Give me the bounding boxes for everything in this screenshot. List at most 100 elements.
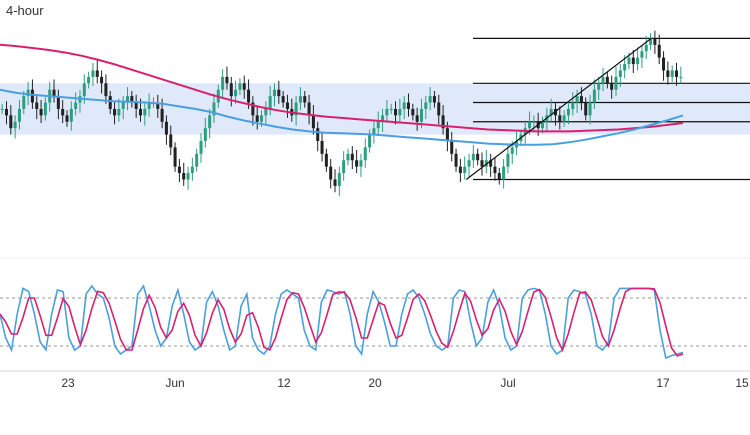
candle (458, 158, 462, 183)
candle-body (134, 102, 138, 109)
candle-body (324, 153, 328, 167)
candle (298, 87, 302, 111)
candle (649, 33, 653, 50)
candle (372, 120, 376, 144)
candle-body (82, 83, 86, 97)
candle-body (268, 96, 272, 109)
candle (670, 65, 674, 83)
candle-body (601, 76, 605, 84)
candle-body (277, 89, 281, 97)
candle-body (126, 96, 130, 103)
candle-body (208, 115, 212, 129)
candle (100, 70, 104, 94)
candle (662, 51, 666, 81)
x-tick-label: Jul (500, 376, 515, 390)
candle-body (212, 102, 216, 116)
candle (4, 101, 8, 125)
candle (432, 90, 436, 108)
candle-body (649, 38, 653, 45)
candle-body (510, 147, 514, 154)
candle (190, 157, 194, 181)
candle-body (294, 102, 298, 116)
candle (342, 151, 346, 181)
candle (502, 158, 506, 189)
candle (69, 101, 73, 131)
candle-body (108, 96, 112, 109)
candle-body (653, 38, 657, 45)
candle (363, 138, 367, 168)
candle (268, 85, 272, 116)
candle (242, 75, 246, 99)
candle-body (100, 76, 104, 84)
candle (225, 66, 229, 90)
candle-body (359, 160, 363, 167)
candle-body (195, 153, 199, 167)
candle-body (260, 115, 264, 122)
candle (675, 62, 679, 86)
candle (56, 89, 60, 120)
candle-body (74, 102, 78, 109)
candle-body (631, 57, 635, 65)
candle-body (476, 153, 480, 161)
candle (368, 129, 372, 153)
candle-body (406, 102, 411, 109)
candle-body (437, 102, 441, 116)
candle-body (584, 102, 588, 116)
candle (52, 79, 56, 103)
candle (614, 66, 618, 97)
candle-body (164, 121, 168, 135)
candle-body (95, 70, 99, 77)
candle-body (0, 108, 4, 110)
candle-body (4, 108, 8, 116)
candle (316, 121, 320, 152)
candle-body (657, 44, 661, 58)
candle-body (679, 76, 683, 78)
candle (61, 99, 65, 124)
candle (592, 79, 596, 109)
candle (618, 64, 622, 88)
candle (311, 105, 315, 135)
candle-body (69, 108, 73, 122)
candle (605, 71, 609, 89)
candle-body (528, 121, 532, 129)
candle (65, 110, 69, 127)
candle-body (532, 121, 536, 123)
candle-body (298, 96, 302, 103)
x-tick-label: 15 (735, 376, 749, 390)
candle-body (9, 115, 13, 129)
candle (657, 34, 661, 65)
candle (307, 94, 311, 125)
candle (346, 148, 350, 166)
candle (255, 106, 259, 130)
candle-body (272, 89, 277, 97)
candle (644, 35, 648, 59)
candle-body (415, 115, 419, 122)
candle (324, 148, 328, 172)
candle (91, 62, 95, 86)
candle-body (173, 147, 177, 167)
candle (208, 108, 212, 139)
candle-body (579, 96, 583, 103)
candle-body (627, 57, 631, 65)
candle-body (432, 96, 436, 103)
candle (9, 105, 13, 135)
candle (164, 115, 168, 145)
candle (238, 78, 242, 95)
candle (571, 92, 575, 116)
candle-body (138, 108, 143, 116)
candle (359, 153, 363, 177)
candle (484, 149, 488, 174)
candle (636, 47, 640, 71)
candle (294, 96, 298, 126)
candle-body (346, 153, 350, 161)
candle-body (566, 108, 570, 116)
candle-body (311, 115, 315, 129)
candle (679, 66, 683, 84)
candle (134, 94, 138, 118)
candle-body (597, 83, 601, 90)
candle-body (389, 108, 393, 110)
candle-body (39, 108, 43, 116)
candle (251, 96, 255, 126)
candle-body (30, 89, 34, 103)
candle-body (199, 141, 203, 154)
